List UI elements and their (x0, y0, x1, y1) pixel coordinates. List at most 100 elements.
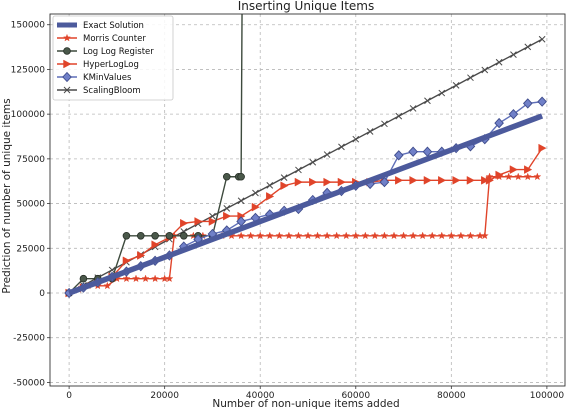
data-point-kminvalues (537, 96, 547, 107)
legend-marker (63, 86, 71, 94)
data-point-hyperloglog (409, 175, 418, 185)
legend-marker (63, 47, 71, 55)
data-point-hyperloglog (337, 177, 346, 187)
data-point-scalingbloom (323, 151, 331, 158)
series-hyperloglog (65, 143, 547, 298)
data-point-hyperloglog (122, 256, 131, 266)
data-point-scalingbloom (395, 112, 403, 120)
data-point-morris-counter (447, 231, 456, 240)
data-point-morris-counter (456, 231, 465, 240)
data-point-scalingbloom (280, 174, 288, 181)
legend-item-scalingbloom: ScalingBloom (57, 86, 141, 96)
data-point-morris-counter (265, 231, 274, 240)
data-point-hyperloglog (452, 175, 461, 185)
series-line-hyperloglog (68, 147, 543, 294)
legend-item-exact-solution: Exact Solution (57, 21, 144, 31)
plot-frame (49, 13, 566, 387)
data-point-kminvalues (508, 108, 519, 120)
data-point-hyperloglog (208, 217, 217, 226)
data-point-hyperloglog (180, 218, 189, 228)
data-point-morris-counter (380, 231, 389, 240)
series-morris-counter (65, 172, 542, 297)
data-point-morris-counter (246, 231, 255, 240)
data-point-log-log-register (122, 231, 131, 240)
data-point-scalingbloom (366, 128, 374, 135)
data-point-morris-counter (514, 172, 523, 181)
legend-marker (62, 71, 72, 83)
data-point-morris-counter (256, 231, 265, 240)
data-point-morris-counter (409, 231, 418, 240)
y-tick-label: 125000 (11, 65, 46, 75)
data-point-morris-counter (370, 231, 379, 240)
series-line-morris-counter (68, 176, 538, 294)
x-tick-label: 40000 (246, 391, 275, 401)
data-point-hyperloglog (509, 165, 518, 174)
legend-label: ScalingBloom (83, 86, 141, 96)
legend-item-kminvalues: KMinValues (57, 71, 132, 83)
legend-label: Exact Solution (83, 21, 144, 31)
data-point-kminvalues (393, 150, 404, 161)
data-point-hyperloglog (481, 175, 490, 185)
y-tick-label: 150000 (11, 21, 46, 31)
data-point-hyperloglog (438, 175, 447, 185)
data-point-kminvalues (379, 176, 390, 188)
data-point-kminvalues (494, 117, 504, 129)
data-point-hyperloglog (294, 177, 303, 187)
legend-item-log-log-register: Log Log Register (57, 47, 154, 57)
data-point-morris-counter (533, 172, 542, 181)
data-point-kminvalues (522, 98, 533, 109)
data-point-scalingbloom (223, 205, 231, 212)
data-point-hyperloglog (466, 175, 475, 185)
data-point-morris-counter (418, 231, 427, 240)
data-point-morris-counter (342, 231, 351, 240)
y-tick-label: 25000 (16, 244, 45, 254)
data-point-hyperloglog (251, 202, 260, 212)
data-point-morris-counter (122, 274, 131, 283)
legend-item-hyperloglog: HyperLogLog (57, 59, 139, 70)
data-point-hyperloglog (266, 192, 275, 201)
data-point-scalingbloom (381, 120, 388, 128)
legend-marker (63, 59, 72, 69)
data-point-morris-counter (466, 231, 475, 240)
data-point-morris-counter (103, 281, 112, 290)
data-point-hyperloglog (423, 175, 432, 185)
data-point-scalingbloom (524, 43, 532, 51)
data-point-morris-counter (504, 172, 513, 181)
data-point-morris-counter (480, 231, 489, 240)
data-point-morris-counter (361, 231, 370, 240)
series-line-exact-solution (68, 113, 544, 296)
y-tick-label: 50000 (16, 200, 45, 210)
x-tick-label: 60000 (341, 391, 370, 401)
data-point-morris-counter (237, 231, 246, 240)
y-tick-label: -25000 (13, 334, 45, 344)
data-point-hyperloglog (280, 181, 289, 191)
legend: Exact Solution Morris Counter Log Log Regi… (52, 15, 174, 101)
data-point-hyperloglog (137, 251, 146, 260)
data-point-morris-counter (437, 231, 446, 240)
data-point-morris-counter (313, 231, 322, 240)
y-tick-label: -50000 (13, 378, 45, 388)
x-axis-title: Number of non-unique items added (212, 398, 399, 410)
data-point-scalingbloom (495, 58, 503, 66)
data-point-scalingbloom (481, 66, 489, 74)
data-point-log-log-register (151, 231, 159, 240)
data-point-morris-counter (151, 274, 160, 283)
data-point-hyperloglog (323, 177, 332, 187)
data-point-hyperloglog (223, 211, 232, 221)
plot-area (64, 14, 547, 299)
data-point-scalingbloom (452, 82, 460, 89)
data-point-morris-counter (304, 231, 312, 240)
data-point-hyperloglog (309, 177, 318, 187)
legend-box (52, 15, 174, 101)
data-point-log-log-register (165, 231, 174, 240)
data-point-log-log-register (222, 172, 231, 181)
data-point-morris-counter (399, 231, 408, 240)
data-point-log-log-register (237, 172, 245, 181)
data-point-morris-counter (332, 231, 341, 240)
x-tick-label: 100000 (530, 391, 565, 401)
data-point-hyperloglog (151, 240, 160, 250)
grid-lines (50, 14, 566, 386)
data-point-scalingbloom (424, 97, 431, 105)
data-point-morris-counter (523, 172, 532, 181)
